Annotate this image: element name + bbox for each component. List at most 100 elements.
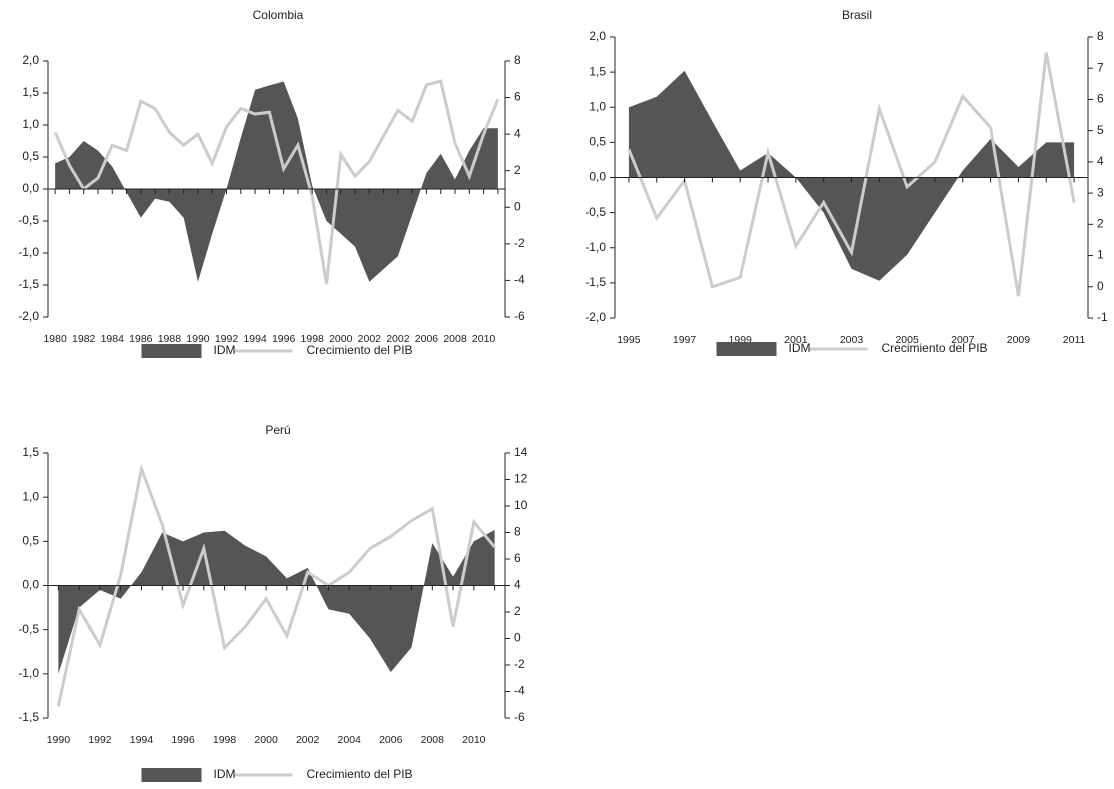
- x-tick-label: 2000: [329, 333, 353, 345]
- x-tick-label: 2007: [951, 334, 975, 346]
- y-tick-label: -1,5: [18, 277, 39, 291]
- legend-label: IDM: [214, 343, 236, 357]
- legend-label: Crecimiento del PIB: [882, 341, 988, 355]
- y2-tick-label: 1: [1097, 248, 1104, 262]
- y-tick-label: -1,0: [18, 245, 39, 259]
- y2-tick-label: 8: [1097, 29, 1104, 43]
- y2-tick-label: 0: [1097, 279, 1104, 293]
- x-tick-label: 2005: [895, 334, 919, 346]
- x-tick-label: 2011: [1063, 334, 1086, 346]
- y2-tick-label: 8: [514, 525, 521, 539]
- y-tick-label: 1,5: [589, 64, 606, 78]
- y-tick-label: 0,0: [589, 170, 606, 184]
- x-tick-label: 2010: [472, 333, 496, 345]
- legend-label: IDM: [214, 767, 236, 781]
- area: [58, 529, 495, 674]
- x-tick-label: 1980: [43, 333, 67, 345]
- x-tick-label: 2008: [443, 333, 467, 345]
- y-tick-label: -2,0: [18, 309, 39, 323]
- y-tick-label: 0,5: [589, 135, 606, 149]
- y2-tick-label: -1: [1097, 310, 1108, 324]
- y2-tick-label: 6: [514, 90, 521, 104]
- y-tick-label: 0,0: [22, 181, 39, 195]
- y2-tick-label: 4: [514, 578, 521, 592]
- x-tick-label: 1988: [158, 333, 182, 345]
- y-tick-label: -2,0: [585, 310, 606, 324]
- x-tick-label: 2002: [296, 734, 320, 746]
- x-tick-label: 2001: [784, 334, 808, 346]
- line: [627, 52, 1076, 297]
- y2-tick-label: -6: [514, 309, 525, 323]
- y2-tick-label: 2: [1097, 217, 1104, 231]
- y-tick-label: -0,5: [585, 205, 606, 219]
- x-tick-label: 1990: [47, 734, 71, 746]
- area: [628, 70, 1075, 281]
- line: [53, 79, 500, 285]
- y2-tick-label: -4: [514, 684, 525, 698]
- y2-tick-label: -6: [514, 710, 525, 724]
- y-tick-label: 1,5: [22, 445, 39, 459]
- x-tick-label: 2006: [379, 734, 403, 746]
- y2-tick-label: 12: [514, 472, 528, 486]
- x-tick-label: 2002: [386, 333, 410, 345]
- x-tick-label: 2008: [421, 734, 445, 746]
- y2-tick-label: 4: [1097, 154, 1104, 168]
- legend-label: IDM: [789, 341, 811, 355]
- y-tick-label: 0,0: [22, 578, 39, 592]
- y-tick-label: -1,5: [18, 710, 39, 724]
- chart-title: Colombia: [253, 8, 304, 22]
- y-tick-label: -1,0: [585, 240, 606, 254]
- x-tick-label: 1992: [215, 333, 239, 345]
- y2-tick-label: -4: [514, 273, 525, 287]
- x-tick-label: 1984: [101, 333, 125, 345]
- x-tick-label: 1992: [88, 734, 112, 746]
- y-tick-label: 1,0: [22, 117, 39, 131]
- y-tick-label: 0,5: [22, 534, 39, 548]
- y2-tick-label: 3: [1097, 185, 1104, 199]
- x-tick-label: 1996: [272, 333, 296, 345]
- x-tick-label: 1997: [673, 334, 697, 346]
- x-tick-label: 2003: [840, 334, 864, 346]
- y2-tick-label: 5: [1097, 123, 1104, 137]
- legend-label: Crecimiento del PIB: [307, 343, 413, 357]
- y2-tick-label: 4: [514, 126, 521, 140]
- area: [55, 81, 498, 282]
- y-tick-label: 2,0: [22, 53, 39, 67]
- y-tick-label: -1,5: [585, 275, 606, 289]
- y2-tick-label: 2: [514, 163, 521, 177]
- x-tick-label: 1998: [301, 333, 325, 345]
- y2-tick-label: -2: [514, 657, 525, 671]
- legend-swatch: [141, 768, 202, 782]
- legend-swatch: [141, 344, 202, 358]
- y-tick-label: -0,5: [18, 213, 39, 227]
- y2-tick-label: 6: [514, 551, 521, 565]
- y-tick-label: -1,0: [18, 666, 39, 680]
- y2-tick-label: 0: [514, 631, 521, 645]
- y2-tick-label: 8: [514, 53, 521, 67]
- y-tick-label: 2,0: [589, 29, 606, 43]
- y2-tick-label: 7: [1097, 60, 1104, 74]
- line: [56, 463, 496, 707]
- x-tick-label: 2009: [1007, 334, 1031, 346]
- y-tick-label: 1,0: [22, 489, 39, 503]
- y2-tick-label: 2: [514, 604, 521, 618]
- x-tick-label: 1986: [129, 333, 153, 345]
- x-tick-label: 2000: [254, 734, 278, 746]
- x-tick-label: 1995: [617, 334, 641, 346]
- x-tick-label: 1994: [243, 333, 267, 345]
- y-tick-label: 1,5: [22, 85, 39, 99]
- x-tick-label: 2010: [462, 734, 486, 746]
- x-tick-label: 1998: [213, 734, 237, 746]
- y2-tick-label: 10: [514, 498, 528, 512]
- y2-tick-label: 0: [514, 199, 521, 213]
- x-tick-label: 1996: [171, 734, 195, 746]
- x-tick-label: 1982: [72, 333, 96, 345]
- y2-tick-label: 14: [514, 445, 528, 459]
- y-tick-label: 0,5: [22, 149, 39, 163]
- y2-tick-label: 6: [1097, 92, 1104, 106]
- y-tick-label: 1,0: [589, 99, 606, 113]
- chart-title: Perú: [265, 423, 290, 437]
- legend-swatch: [716, 342, 777, 356]
- x-tick-label: 1994: [130, 734, 154, 746]
